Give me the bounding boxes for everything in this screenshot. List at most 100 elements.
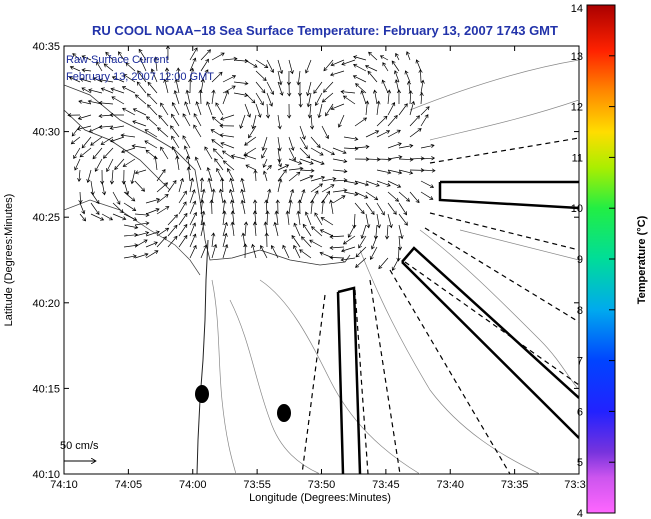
current-vector [341, 246, 356, 253]
current-vector [156, 169, 166, 182]
current-vector [185, 155, 191, 171]
current-vector [221, 150, 235, 160]
current-vector [287, 81, 292, 97]
current-vector [288, 59, 294, 75]
current-vector [259, 244, 268, 259]
current-vector [393, 70, 400, 83]
current-vector [109, 112, 125, 118]
current-vector [123, 180, 130, 196]
current-vector [189, 222, 197, 237]
current-vector [273, 221, 279, 237]
current-vector [369, 246, 378, 260]
current-vector [266, 92, 273, 107]
map-content [64, 46, 579, 474]
current-vector [302, 223, 312, 237]
current-vector [112, 202, 124, 214]
current-vector [347, 224, 356, 238]
current-vector [118, 51, 125, 61]
current-vector [132, 108, 147, 116]
current-vector [355, 83, 367, 94]
current-vector [73, 147, 81, 160]
current-vector [200, 199, 205, 215]
y-tick-label: 40:20 [32, 298, 60, 310]
current-vector [220, 142, 235, 149]
current-vector [274, 210, 279, 226]
coastline-staten [64, 199, 201, 276]
current-vector [96, 61, 103, 72]
current-vector [253, 199, 258, 215]
current-vector [245, 164, 257, 171]
current-vector [360, 90, 367, 105]
current-vector [297, 199, 302, 215]
current-vector [304, 211, 312, 226]
current-vector [165, 46, 171, 61]
current-vector [77, 169, 82, 182]
current-vector [222, 243, 229, 259]
current-vector [376, 100, 381, 116]
current-vector [198, 89, 203, 105]
current-vector [385, 224, 390, 240]
current-vector [103, 63, 114, 72]
current-vector [167, 214, 178, 226]
current-vector [376, 169, 392, 175]
current-vector [145, 197, 161, 204]
current-vector [262, 158, 268, 168]
current-vector [342, 95, 356, 105]
current-vector [320, 217, 334, 226]
current-vector [418, 68, 423, 83]
colorbar-tick-label: 7 [577, 356, 583, 368]
current-vector [200, 188, 206, 204]
current-vector [105, 51, 114, 61]
current-vector [376, 130, 391, 138]
current-vector [243, 153, 257, 160]
current-vector [372, 89, 378, 105]
current-vector [98, 124, 114, 130]
current-vector [253, 169, 258, 182]
map-title: RU COOL NOAA−18 Sea Surface Temperature:… [92, 23, 558, 38]
current-vector [365, 130, 380, 138]
current-vector [144, 140, 158, 149]
current-vector [409, 115, 420, 127]
current-vector [420, 106, 430, 116]
y-tick-label: 40:35 [32, 41, 60, 53]
colorbar-tick-label: 4 [577, 508, 583, 519]
current-vector [112, 191, 121, 205]
current-vector [365, 202, 375, 215]
current-vector [123, 202, 137, 212]
current-vector [106, 158, 114, 173]
current-vector [160, 102, 169, 116]
current-vector [229, 177, 235, 193]
current-vector [79, 202, 86, 215]
current-vector [200, 49, 211, 61]
current-vector [102, 147, 114, 159]
current-vector [330, 70, 345, 77]
current-vector [222, 210, 227, 226]
x-tick-label: 74:00 [179, 479, 207, 491]
current-vector [387, 102, 396, 116]
current-vector [409, 191, 420, 204]
current-vector [68, 76, 81, 83]
current-vector [167, 224, 178, 237]
current-vector [299, 249, 312, 259]
current-vector [137, 70, 147, 83]
current-vector [206, 101, 213, 116]
current-vector [189, 233, 197, 248]
current-vector [277, 59, 284, 75]
current-vector [321, 92, 334, 103]
current-vector [123, 74, 136, 83]
x-axis-label: Longitude (Degrees:Minutes) [249, 492, 391, 504]
current-vector [211, 89, 216, 105]
current-vector [100, 87, 114, 94]
current-vector [145, 250, 159, 259]
current-vector [178, 201, 187, 215]
current-vector [248, 125, 257, 139]
current-vector [76, 125, 92, 131]
current-vector [164, 67, 170, 83]
current-vector [90, 136, 103, 146]
current-vector [109, 169, 115, 185]
x-tick-label: 74:10 [50, 479, 78, 491]
current-vector [189, 200, 197, 215]
current-vector [379, 55, 389, 61]
current-vector [314, 212, 323, 226]
